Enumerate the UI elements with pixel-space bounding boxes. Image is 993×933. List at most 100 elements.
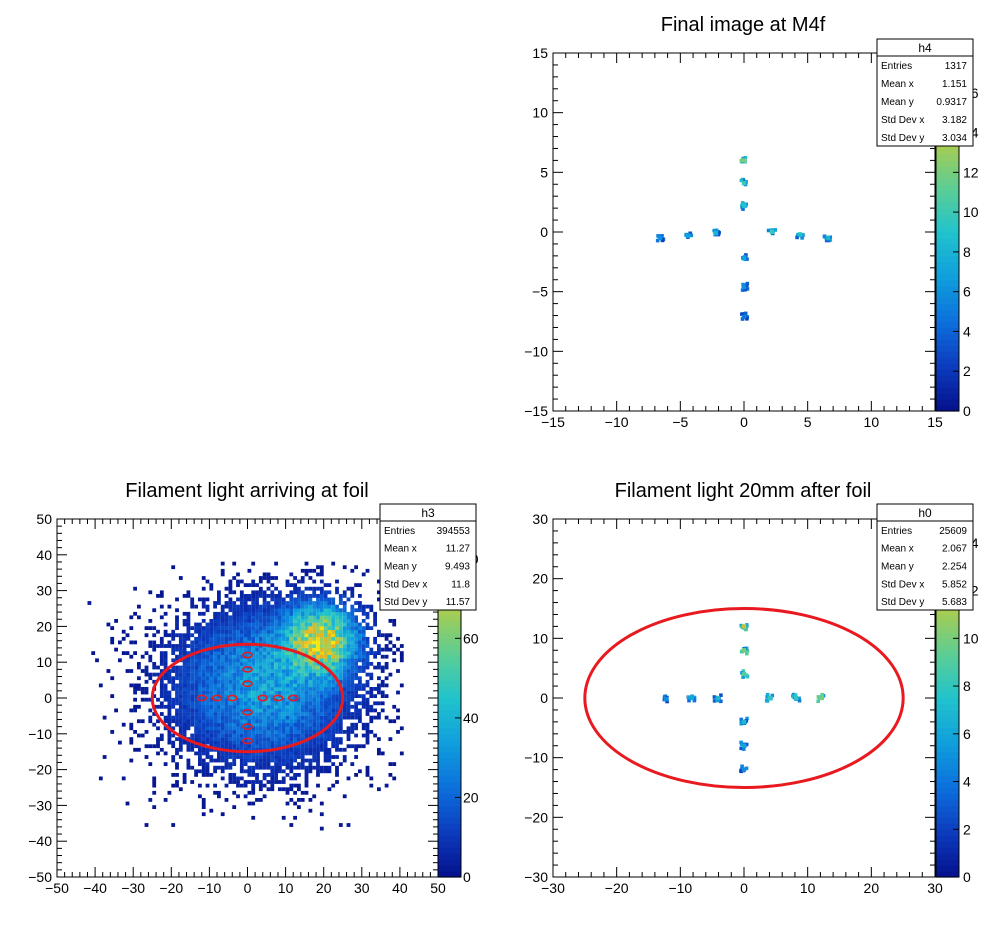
stats-label: Std Dev y [881, 133, 924, 144]
heatmap-cell [293, 676, 298, 681]
heatmap-cell [209, 758, 214, 763]
heatmap-cell [319, 690, 324, 695]
heatmap-cell [262, 676, 267, 681]
heatmap-cell [186, 676, 191, 681]
heatmap-cell [258, 615, 263, 620]
heatmap-cell [297, 762, 301, 767]
color-bar-step [936, 686, 959, 693]
heatmap-cell [297, 597, 301, 602]
heatmap-cell [220, 751, 225, 756]
heatmap-cell [209, 733, 214, 738]
heatmap-cell [278, 780, 282, 784]
heatmap-cell [346, 733, 351, 738]
z-tick-label: 20 [463, 789, 479, 805]
color-bar-step [936, 608, 959, 616]
heatmap-cell [361, 701, 366, 706]
heatmap-cell [186, 665, 191, 670]
heatmap-cell [262, 665, 267, 670]
heatmap-cell [178, 654, 183, 659]
heatmap-cell [335, 629, 339, 634]
heatmap-cell [354, 629, 359, 634]
heatmap-cell [358, 712, 362, 716]
heatmap-cell [258, 586, 263, 591]
heatmap-cell [293, 701, 298, 706]
heatmap-cell [258, 712, 263, 716]
heatmap-cells [655, 156, 833, 321]
heatmap-cell [152, 790, 157, 795]
heatmap-cell [335, 619, 339, 623]
heatmap-cell [220, 733, 225, 738]
heatmap-cell [278, 715, 282, 720]
heatmap-cell [159, 676, 164, 681]
heatmap-cell [232, 626, 237, 631]
heatmap-cell [182, 722, 187, 727]
heatmap-cell [327, 755, 332, 759]
heatmap-cell [297, 633, 301, 638]
heatmap-cell [239, 704, 244, 709]
heatmap-cell [312, 619, 317, 623]
heatmap-cell [293, 708, 298, 713]
heatmap-cell [258, 590, 263, 595]
heatmap-cell [274, 676, 279, 681]
heatmap-cell [281, 626, 286, 631]
color-bar-step [936, 799, 959, 806]
heatmap-cell [190, 715, 195, 720]
spot-marker [664, 697, 669, 702]
heatmap-cell [745, 257, 749, 261]
heatmap-cell [247, 773, 252, 777]
heatmap-cell [745, 287, 750, 291]
z-tick-label: 60 [463, 630, 479, 646]
heatmap-cell [739, 717, 744, 722]
heatmap-cell [171, 644, 176, 648]
heatmap-cell [323, 629, 328, 634]
heatmap-cell [297, 744, 301, 749]
heatmap-cell [270, 608, 275, 613]
heatmap-cell [293, 583, 298, 588]
heatmap-cell [266, 647, 271, 652]
heatmap-cell [350, 594, 355, 598]
heatmap-cell [316, 594, 320, 598]
heatmap-cell [232, 740, 237, 745]
heatmap-cell [338, 823, 343, 827]
heatmap-cell [300, 697, 305, 702]
heatmap-cell [251, 712, 256, 716]
heatmap-cell [396, 708, 400, 713]
heatmap-cell [300, 611, 305, 616]
heatmap-cell [232, 672, 237, 677]
heatmap-cell [243, 597, 248, 602]
heatmap-cell [178, 740, 183, 745]
heatmap-cell [308, 704, 313, 709]
heatmap-cell [396, 636, 400, 641]
heatmap-cell [156, 740, 160, 745]
heatmap-cell [354, 644, 359, 648]
heatmap-cell [255, 654, 259, 659]
heatmap-cell [228, 662, 233, 666]
heatmap-cell [765, 695, 769, 699]
heatmap-cell [255, 583, 259, 588]
heatmap-cell [304, 604, 309, 609]
heatmap-cell [217, 597, 221, 602]
heatmap-cell [316, 608, 320, 613]
heatmap-cell [251, 665, 256, 670]
heatmap-cell [274, 719, 279, 724]
y-tick-label: 0 [540, 224, 548, 240]
heatmap-cell [236, 794, 240, 799]
heatmap-cell [281, 654, 286, 659]
heatmap-cell [744, 627, 748, 632]
heatmap-cell [300, 790, 305, 795]
heatmap-cell [361, 662, 366, 666]
heatmap-cell [745, 674, 750, 679]
heatmap-cell [289, 747, 294, 752]
heatmap-cell [365, 737, 370, 742]
heatmap-cell [133, 690, 138, 695]
heatmap-cell [213, 690, 218, 695]
heatmap-cell [285, 722, 290, 727]
heatmap-cell [266, 690, 271, 695]
heatmap-cell [358, 626, 362, 631]
heatmap-cell [175, 712, 179, 716]
heatmap-cell [331, 604, 336, 609]
heatmap-cell [300, 597, 305, 602]
heatmap-cell [137, 676, 141, 681]
color-bar-step [936, 405, 959, 412]
heatmap-cell [175, 619, 179, 623]
